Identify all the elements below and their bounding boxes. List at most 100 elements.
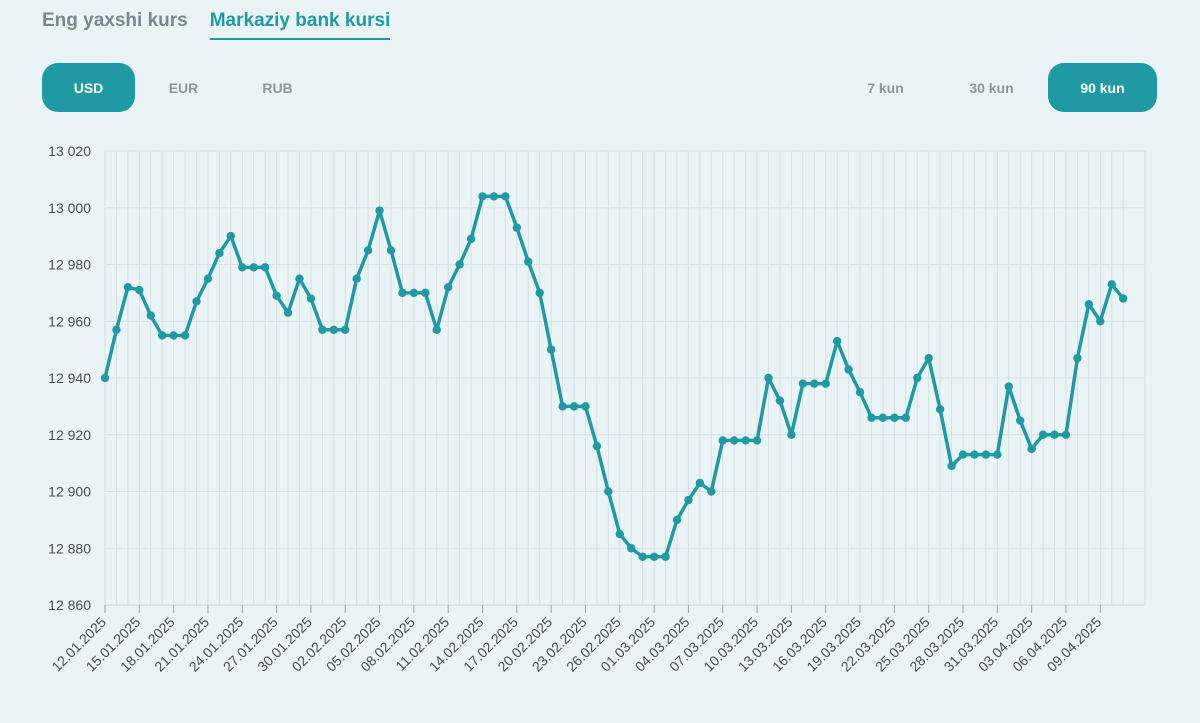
data-point (901, 413, 910, 422)
data-point (249, 263, 258, 272)
tab-best-rate[interactable]: Eng yaxshi kurs (42, 10, 188, 31)
data-point (158, 331, 167, 340)
data-point (752, 436, 762, 445)
data-point (112, 325, 121, 334)
data-point (375, 206, 384, 215)
data-point (684, 495, 693, 505)
data-point (569, 402, 579, 411)
y-tick-label: 12 860 (48, 597, 91, 613)
data-point (100, 373, 110, 383)
data-point (1073, 353, 1082, 363)
data-point (363, 246, 373, 255)
data-point (718, 436, 727, 445)
data-point (581, 402, 590, 411)
data-point (466, 234, 476, 244)
series-line (103, 194, 1125, 559)
data-point (1096, 317, 1105, 326)
data-point (878, 413, 888, 422)
data-point (146, 311, 155, 320)
data-point (638, 552, 647, 561)
data-point (341, 325, 350, 334)
data-point (558, 402, 567, 411)
data-point (993, 450, 1002, 459)
data-point (649, 552, 659, 561)
data-point (592, 441, 602, 451)
data-point (855, 387, 865, 397)
data-point (661, 552, 670, 561)
data-point (180, 331, 190, 340)
data-point (260, 263, 270, 272)
data-point (924, 353, 933, 363)
data-point (1050, 430, 1059, 439)
data-point (421, 288, 430, 298)
y-tick-label: 13 000 (48, 200, 91, 216)
data-point (913, 373, 922, 383)
data-point (501, 192, 510, 201)
data-point (215, 248, 224, 258)
rate-source-tabs: Eng yaxshi kurs Markaziy bank kursi (42, 10, 391, 40)
data-point (123, 283, 133, 292)
data-point (1038, 430, 1048, 439)
data-point (890, 413, 899, 422)
data-point (730, 436, 739, 445)
data-point (489, 192, 499, 201)
data-point (478, 192, 487, 201)
data-point (524, 257, 533, 266)
data-point (810, 379, 819, 388)
tab-central-bank-rate[interactable]: Markaziy bank kursi (209, 10, 391, 40)
data-point (970, 450, 979, 459)
data-point (398, 288, 407, 298)
data-point (1027, 444, 1036, 454)
data-point (444, 283, 453, 292)
data-point (707, 487, 716, 496)
data-point (981, 450, 991, 459)
y-tick-label: 12 960 (48, 313, 91, 329)
data-point (203, 274, 213, 283)
data-point (238, 263, 247, 272)
data-point (1107, 280, 1116, 289)
period-90-days-button[interactable]: 90 kun (1048, 63, 1157, 112)
data-point (764, 373, 773, 383)
data-point (821, 379, 830, 388)
data-point (741, 436, 750, 445)
data-point (318, 325, 327, 334)
data-point (1004, 382, 1013, 391)
data-point (787, 430, 796, 439)
data-point (1061, 430, 1071, 439)
data-point (1084, 300, 1094, 309)
data-point (546, 345, 556, 354)
data-point (169, 331, 178, 340)
currency-usd-button[interactable]: USD (42, 63, 135, 112)
data-point (306, 294, 316, 303)
y-tick-label: 12 920 (48, 427, 91, 443)
data-point (352, 274, 361, 283)
data-point (844, 365, 853, 374)
data-point (329, 325, 338, 334)
data-point (1016, 416, 1025, 425)
data-point (386, 246, 396, 255)
data-point (455, 260, 464, 269)
data-point (272, 291, 281, 300)
data-point (935, 405, 945, 414)
period-7-days-button[interactable]: 7 kun (867, 79, 904, 96)
data-point (283, 308, 293, 317)
data-point (615, 529, 624, 539)
period-30-days-button[interactable]: 30 kun (969, 79, 1014, 96)
data-point (672, 515, 682, 525)
data-point (432, 325, 441, 334)
y-tick-label: 13 020 (48, 143, 91, 159)
data-point (958, 450, 968, 459)
currency-rub-button[interactable]: RUB (262, 79, 293, 96)
data-point (226, 231, 236, 241)
data-point (775, 396, 785, 405)
data-point (798, 379, 808, 388)
data-point (627, 544, 636, 553)
data-point (535, 288, 544, 298)
data-point (832, 336, 842, 346)
data-point (295, 274, 304, 283)
y-tick-label: 12 900 (48, 484, 91, 500)
y-tick-label: 12 980 (48, 257, 91, 273)
data-point (135, 285, 144, 295)
currency-eur-button[interactable]: EUR (168, 79, 199, 96)
